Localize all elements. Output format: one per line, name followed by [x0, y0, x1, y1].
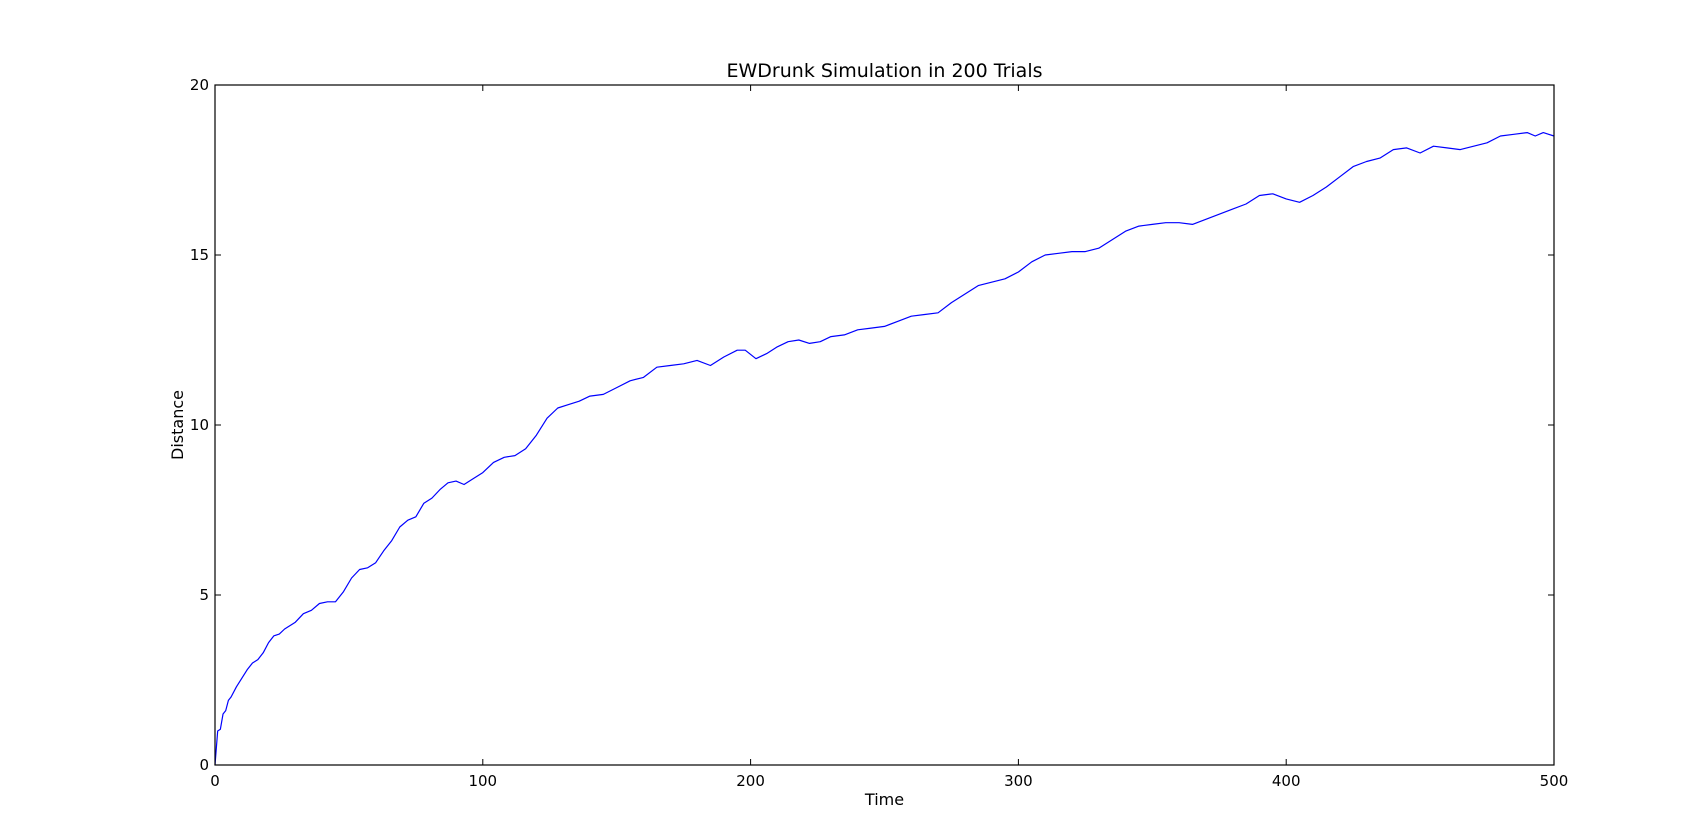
- x-axis-label: Time: [864, 790, 904, 809]
- y-tick-label: 0: [199, 756, 209, 774]
- series-line: [214, 132, 1555, 766]
- y-tick-label: 5: [199, 586, 209, 604]
- y-tick-label: 20: [190, 76, 209, 94]
- plot-area: [214, 132, 1555, 766]
- x-tick-label: 100: [468, 772, 497, 790]
- x-tick-label: 200: [736, 772, 765, 790]
- y-tick-label: 10: [190, 416, 209, 434]
- axes-frame: [214, 84, 1555, 766]
- y-axis-label: Distance: [168, 390, 187, 460]
- chart-title: EWDrunk Simulation in 200 Trials: [727, 60, 1043, 82]
- x-tick-label: 500: [1540, 772, 1569, 790]
- axis-ticks: 0 100 200 300 400 500 0 5 10 15 20: [190, 76, 1568, 790]
- x-tick-label: 400: [1272, 772, 1301, 790]
- x-tick-label: 300: [1004, 772, 1033, 790]
- x-tick-label: 0: [210, 772, 220, 790]
- y-tick-label: 15: [190, 246, 209, 264]
